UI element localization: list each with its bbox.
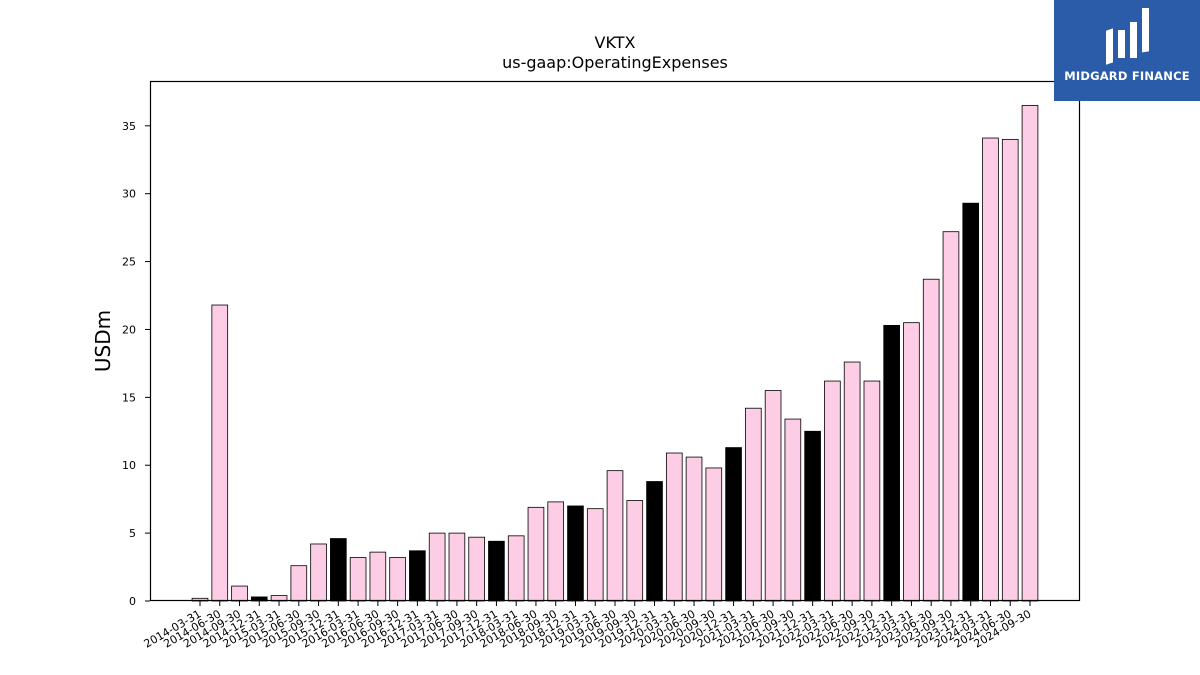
bar-2019-06-30 bbox=[606, 470, 624, 602]
y-tick-label: 25 bbox=[122, 256, 136, 269]
bar-2023-06-30 bbox=[922, 278, 940, 602]
bar-2019-09-30 bbox=[626, 500, 644, 602]
chart-subtitle: us-gaap:OperatingExpenses bbox=[502, 53, 728, 72]
bar-2017-09-30 bbox=[468, 536, 485, 602]
bar-2020-03-31 bbox=[665, 452, 683, 602]
y-tick-label: 30 bbox=[122, 188, 136, 201]
y-ticks-group: 0 5 10 15 20 25 30 35 bbox=[122, 120, 150, 608]
y-tick-label: 0 bbox=[129, 595, 136, 608]
logo-mark-icon bbox=[1106, 8, 1149, 65]
bar-2020-12-31 bbox=[725, 447, 742, 602]
bar-2018-03-31 bbox=[507, 535, 525, 602]
bar-2024-06-30 bbox=[1001, 138, 1019, 602]
bar-2017-03-31 bbox=[428, 532, 446, 602]
bar-2022-03-31 bbox=[824, 380, 841, 602]
y-tick-label: 20 bbox=[122, 323, 136, 336]
x-ticks-group: 2014-03-312014-06-302014-09-302014-12-31… bbox=[142, 601, 1034, 651]
y-tick-label: 15 bbox=[122, 391, 136, 404]
bar-2023-09-30 bbox=[942, 231, 960, 602]
bar-2016-09-30 bbox=[389, 557, 406, 602]
bar-2014-06-30 bbox=[211, 304, 229, 602]
bar-2014-09-30 bbox=[231, 585, 248, 602]
bar-2024-03-31 bbox=[982, 137, 999, 602]
bar-2022-09-30 bbox=[863, 380, 881, 602]
bar-2020-09-30 bbox=[705, 467, 723, 602]
bar-2024-09-30 bbox=[1021, 105, 1039, 602]
bar-2016-03-31 bbox=[349, 557, 367, 602]
bar-2015-06-30 bbox=[290, 565, 308, 602]
bar-2022-06-30 bbox=[843, 361, 861, 602]
chart-title: VKTX bbox=[595, 33, 636, 52]
bar-2023-12-31 bbox=[962, 202, 980, 602]
bar-2018-09-30 bbox=[547, 501, 565, 602]
plot-frame bbox=[149, 80, 1081, 602]
bar-2017-12-31 bbox=[488, 540, 505, 602]
bar-2016-06-30 bbox=[369, 551, 387, 602]
y-tick-label: 10 bbox=[122, 459, 136, 472]
bar-2019-12-31 bbox=[646, 481, 663, 602]
bar-2023-03-31 bbox=[903, 322, 920, 602]
bar-2018-12-31 bbox=[567, 505, 584, 602]
bar-2020-06-30 bbox=[685, 456, 703, 602]
logo-text: MIDGARD FINANCE bbox=[1064, 69, 1190, 83]
bars-group bbox=[191, 105, 1039, 602]
bar-2021-03-31 bbox=[745, 407, 762, 602]
bar-2018-06-30 bbox=[527, 506, 545, 602]
bar-2016-12-31 bbox=[409, 550, 426, 602]
bar-2015-12-31 bbox=[330, 538, 347, 602]
bar-2022-12-31 bbox=[883, 324, 900, 602]
y-tick-label: 35 bbox=[122, 120, 136, 133]
y-axis-label: USDm bbox=[91, 310, 115, 372]
bar-2019-03-31 bbox=[586, 508, 604, 602]
y-tick-label: 5 bbox=[129, 527, 136, 540]
bar-2021-09-30 bbox=[784, 418, 802, 602]
bar-2015-09-30 bbox=[310, 543, 327, 602]
bar-2021-12-31 bbox=[804, 430, 821, 602]
bar-2017-06-30 bbox=[448, 532, 466, 602]
bar-2021-06-30 bbox=[764, 390, 782, 602]
midgard-finance-logo: MIDGARD FINANCE bbox=[1054, 0, 1200, 101]
